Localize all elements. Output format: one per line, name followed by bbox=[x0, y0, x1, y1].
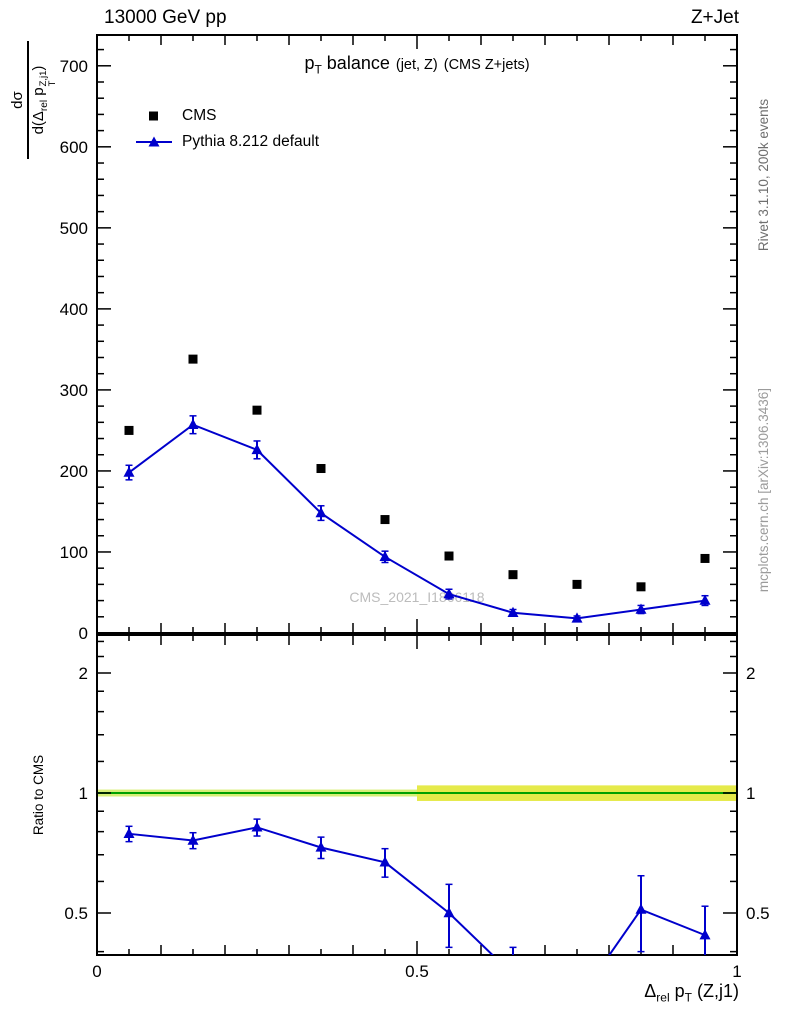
svg-text:200: 200 bbox=[60, 462, 88, 481]
title-paren-1: (jet, Z) bbox=[395, 57, 438, 73]
den-supsub: Z,j1 T bbox=[38, 71, 58, 87]
x-label-delta: Δ bbox=[644, 981, 657, 1001]
svg-text:300: 300 bbox=[60, 381, 88, 400]
legend: CMS Pythia 8.212 default bbox=[136, 103, 319, 155]
svg-text:2: 2 bbox=[79, 664, 88, 683]
title-p: p bbox=[304, 53, 315, 73]
x-label-p: p bbox=[669, 981, 685, 1001]
legend-label-pythia: Pythia 8.212 default bbox=[182, 133, 320, 150]
y-label-denominator: d(Δrel p Z,j1 T) bbox=[30, 65, 58, 135]
series-pythia-8-212-default bbox=[123, 415, 711, 623]
fraction-bar bbox=[27, 41, 29, 159]
svg-text:1: 1 bbox=[732, 962, 741, 981]
den-pre: d(Δ bbox=[30, 111, 47, 135]
den-mid: p bbox=[30, 87, 47, 100]
den-post: ) bbox=[30, 65, 47, 71]
den-sub-t: T bbox=[47, 80, 58, 87]
legend-item-pythia: Pythia 8.212 default bbox=[136, 129, 319, 155]
x-label-delta-sub: rel bbox=[656, 990, 670, 1005]
svg-text:0.5: 0.5 bbox=[405, 962, 429, 981]
svg-text:0: 0 bbox=[92, 962, 101, 981]
x-label-p-sub: T bbox=[684, 990, 692, 1005]
legend-item-cms: CMS bbox=[136, 103, 319, 129]
svg-text:2: 2 bbox=[746, 664, 755, 683]
series-pythia-cms bbox=[123, 818, 711, 955]
mcplots-arxiv-note: mcplots.cern.ch [arXiv:1306.3436] bbox=[756, 387, 771, 593]
beam-energy-label: 13000 GeV pp bbox=[104, 7, 227, 28]
svg-text:0: 0 bbox=[79, 624, 88, 643]
series-cms bbox=[124, 354, 710, 592]
svg-text:600: 600 bbox=[60, 138, 88, 157]
y-label-numerator: dσ bbox=[9, 91, 26, 109]
svg-text:0.5: 0.5 bbox=[64, 904, 88, 923]
rivet-version-note: Rivet 3.1.10, 200k events bbox=[756, 98, 771, 252]
svg-text:0.5: 0.5 bbox=[746, 904, 770, 923]
process-label: Z+Jet bbox=[690, 7, 739, 28]
legend-label-cms: CMS bbox=[182, 107, 217, 124]
main-y-axis-label: dσ d(Δrel p Z,j1 T) bbox=[9, 36, 58, 164]
svg-text:100: 100 bbox=[60, 543, 88, 562]
title-rest: balance bbox=[321, 53, 390, 73]
title-paren-2: (CMS Z+jets) bbox=[443, 57, 530, 73]
plot-title: pT balance (jet, Z) (CMS Z+jets) bbox=[97, 53, 737, 77]
cms-square-marker-icon bbox=[136, 109, 172, 123]
svg-text:400: 400 bbox=[60, 300, 88, 319]
svg-text:1: 1 bbox=[79, 784, 88, 803]
svg-text:500: 500 bbox=[60, 219, 88, 238]
ratio-y-axis-label: Ratio to CMS bbox=[31, 754, 46, 836]
svg-text:700: 700 bbox=[60, 57, 88, 76]
svg-text:1: 1 bbox=[746, 784, 755, 803]
title-p-sub: T bbox=[314, 62, 322, 77]
x-label-rest: (Z,j1) bbox=[692, 981, 739, 1001]
x-axis-title: Δrel pT (Z,j1) bbox=[644, 981, 739, 1005]
den-sub-rel: rel bbox=[39, 99, 50, 112]
pythia-triangle-line-marker-icon bbox=[136, 135, 172, 149]
